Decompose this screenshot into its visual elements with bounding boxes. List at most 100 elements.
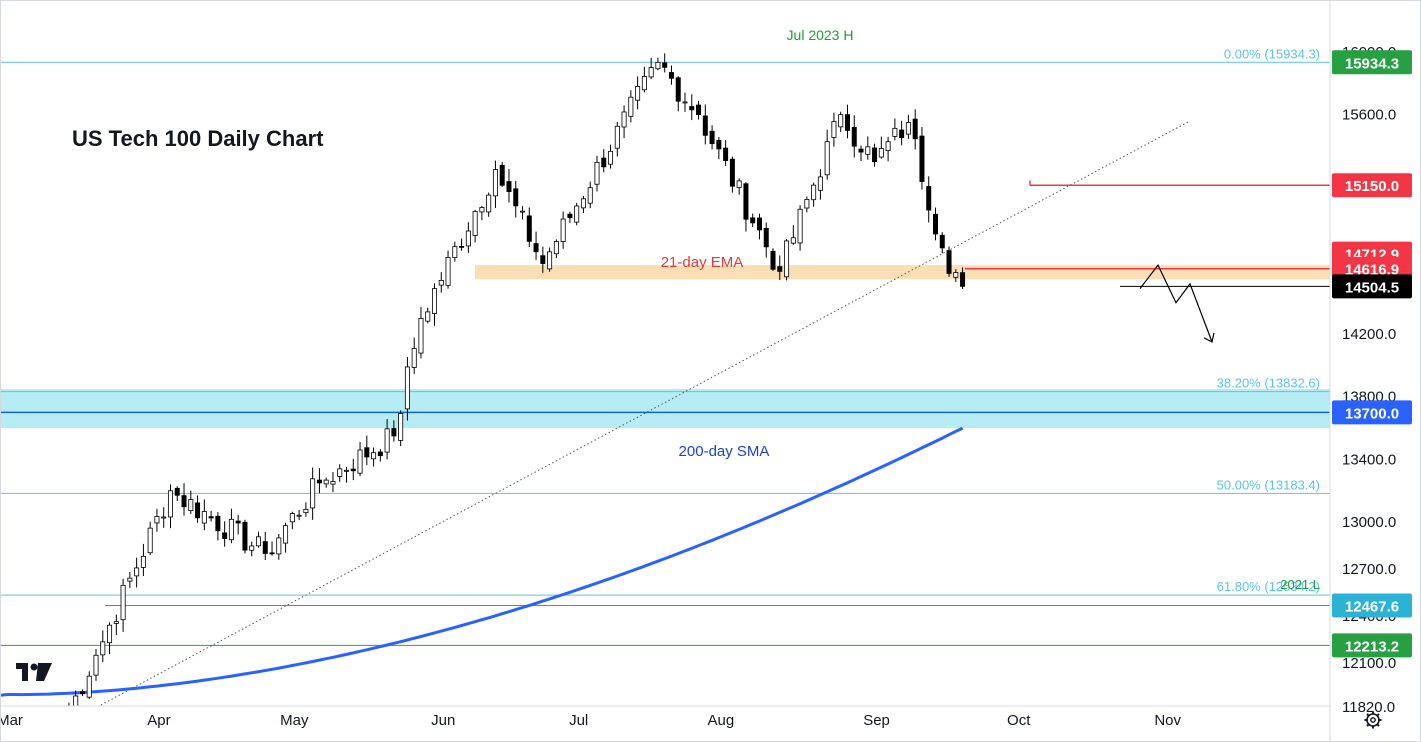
candle [729, 156, 735, 193]
candle [330, 471, 336, 493]
price-tag: 12213.2 [1332, 633, 1412, 658]
gear-icon[interactable] [1364, 711, 1382, 729]
candle [161, 507, 167, 528]
candle-body [858, 148, 864, 153]
candle [425, 307, 431, 324]
candle-body [953, 272, 959, 278]
candle-body [391, 428, 397, 437]
candle [296, 509, 302, 521]
candle [533, 231, 539, 260]
candle-body [547, 251, 553, 270]
candle [960, 267, 966, 290]
candle [93, 648, 99, 681]
y-tick-label: 13000.0 [1342, 514, 1396, 531]
candle-body [892, 127, 898, 137]
candle-body [404, 366, 410, 410]
candle [587, 181, 593, 209]
candle [641, 66, 647, 93]
candle [398, 410, 404, 447]
candle [601, 149, 607, 173]
price-tag: 15934.3 [1332, 50, 1412, 75]
candle-body [364, 447, 370, 458]
candle [343, 467, 349, 483]
x-tick-label: Nov [1154, 712, 1181, 729]
candle [628, 90, 634, 123]
candle [899, 120, 905, 146]
candle [520, 206, 526, 220]
candle [411, 337, 417, 374]
candle [851, 115, 857, 158]
candle-body [540, 255, 546, 264]
candle-body [567, 213, 573, 218]
candle-body [276, 537, 282, 555]
candle-body [120, 584, 126, 621]
candle [68, 702, 70, 706]
fib-label: 78.60% (11609.8) [1218, 724, 1320, 739]
price-tag-label: 15934.3 [1345, 55, 1399, 72]
candle-body [506, 181, 512, 192]
candle-body [723, 147, 729, 161]
price-tag-bg [1332, 593, 1412, 618]
candle-body [648, 67, 654, 78]
candle [723, 140, 729, 166]
gear-hub [1370, 717, 1376, 723]
candle-body [384, 428, 390, 453]
price-tag-label: 12467.6 [1345, 599, 1399, 616]
candle-body [641, 76, 647, 91]
candle-body [79, 691, 85, 695]
candle [777, 255, 783, 281]
candle [797, 205, 803, 251]
candle-body [756, 217, 762, 231]
candle [404, 357, 410, 421]
price-tag-label: 14504.5 [1345, 279, 1399, 296]
candle [79, 689, 85, 697]
candle-body [459, 246, 465, 248]
candle [465, 222, 471, 253]
fib-label: 50.00% (13183.4) [1217, 477, 1320, 492]
candle-body [316, 479, 322, 484]
x-tick-label: May [280, 712, 309, 729]
price-tag-bg [1332, 633, 1412, 658]
candle-body [371, 452, 377, 460]
candle-body [235, 520, 241, 524]
candle [384, 419, 390, 460]
price-tag-bg [1332, 50, 1412, 75]
candle [350, 458, 356, 481]
candle-body [167, 490, 173, 518]
candle-body [343, 469, 349, 472]
x-tick-label: Jul [569, 712, 588, 729]
candle-body [797, 208, 803, 244]
candle [364, 435, 370, 466]
candle-body [729, 158, 735, 187]
price-tag: 14504.5 [1332, 274, 1412, 299]
candle-body [127, 577, 133, 582]
candle [567, 211, 573, 223]
candle-body [743, 183, 749, 220]
candle [147, 521, 153, 556]
candle [547, 247, 553, 272]
fib-label: 0.00% (15934.3) [1224, 46, 1320, 61]
gear-tooth [1376, 713, 1380, 717]
candle-body [526, 215, 532, 242]
y-tick-label: 11820.0 [1342, 699, 1395, 716]
candle [377, 449, 383, 462]
candle [926, 176, 932, 223]
candle-body [445, 256, 451, 286]
candle [614, 121, 620, 157]
candle [885, 136, 891, 162]
candle [371, 447, 377, 467]
candle [892, 118, 898, 141]
candle-body [763, 228, 769, 248]
candle [635, 76, 641, 110]
candle [486, 192, 492, 217]
candle-body [912, 118, 918, 140]
price-tag-bg [1332, 274, 1412, 299]
candle-body [533, 243, 539, 253]
price-tag-label: 13700.0 [1345, 405, 1399, 422]
candle [865, 136, 871, 160]
candle-body [628, 96, 634, 117]
candle-body [926, 186, 932, 211]
candle-body [960, 272, 966, 287]
candle [655, 57, 661, 71]
